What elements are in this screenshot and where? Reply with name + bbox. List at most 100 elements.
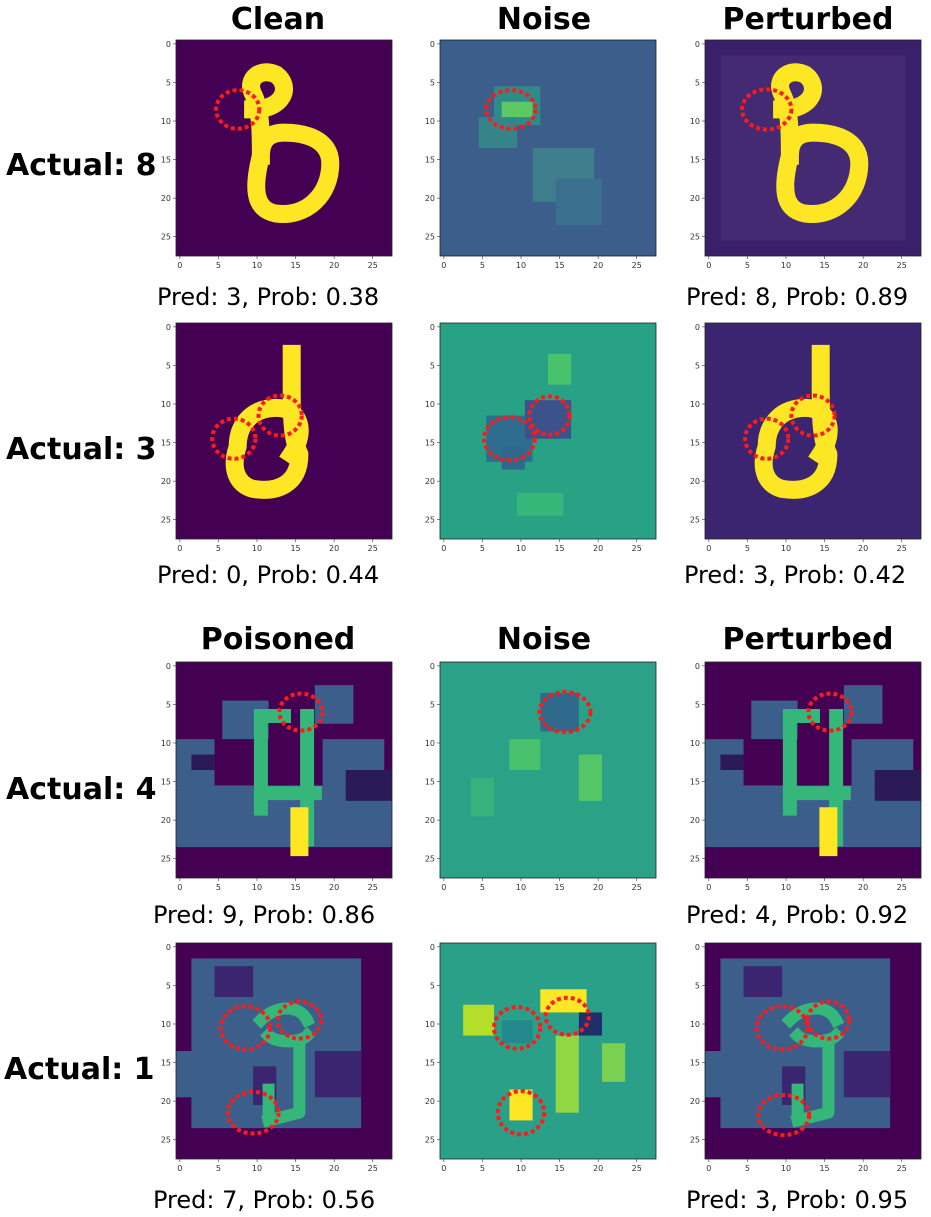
x-tick-label: 15 <box>554 544 564 553</box>
texture-block <box>176 1051 207 1098</box>
x-tick-label: 25 <box>897 544 907 553</box>
y-tick-label: 20 <box>161 194 171 203</box>
x-tick-label: 20 <box>593 261 603 270</box>
y-tick-label: 5 <box>430 700 435 709</box>
image-svg: 0 0 5 5 10 10 15 15 20 20 25 25 <box>425 942 657 1173</box>
y-tick-label: 10 <box>161 400 171 409</box>
y-tick-label: 20 <box>690 477 700 486</box>
y-tick-label: 20 <box>690 1097 700 1106</box>
texture-block <box>540 989 587 1013</box>
x-tick-label: 15 <box>554 261 564 270</box>
caption-row2-left: Pred: 0, Prob: 0.44 <box>157 561 380 589</box>
x-tick-label: 15 <box>290 883 300 892</box>
highlight-marker <box>214 88 262 131</box>
x-tick-label: 15 <box>819 1164 829 1173</box>
header-clean: Clean <box>230 2 326 37</box>
y-tick-label: 0 <box>430 662 435 671</box>
highlight-marker <box>484 88 538 131</box>
x-tick-label: 0 <box>177 261 182 270</box>
y-tick-label: 25 <box>161 516 171 525</box>
texture-block <box>578 754 602 801</box>
x-tick-label: 20 <box>593 1164 603 1173</box>
image-panel-clean-3: 0 0 5 5 10 10 15 15 20 20 25 25 <box>161 322 394 561</box>
x-tick-label: 20 <box>329 1164 339 1173</box>
x-tick-label: 0 <box>706 883 711 892</box>
highlight-marker <box>754 1004 810 1052</box>
x-tick-label: 15 <box>290 544 300 553</box>
x-tick-label: 15 <box>554 883 564 892</box>
texture-block <box>517 492 564 516</box>
image-frame <box>175 942 393 1160</box>
x-tick-label: 5 <box>745 261 750 270</box>
texture-block <box>555 178 602 226</box>
x-tick-label: 0 <box>177 1164 182 1173</box>
x-tick-label: 20 <box>329 883 339 892</box>
y-tick-label: 10 <box>425 400 435 409</box>
image-panel-noise-1: 0 0 5 5 10 10 15 15 20 20 25 25 <box>425 942 658 1181</box>
texture-block <box>345 770 392 801</box>
x-tick-label: 25 <box>368 883 378 892</box>
y-tick-label: 20 <box>425 816 435 825</box>
y-tick-label: 10 <box>690 739 700 748</box>
y-tick-label: 5 <box>695 78 700 87</box>
x-tick-label: 5 <box>480 883 485 892</box>
y-tick-label: 0 <box>166 943 171 952</box>
x-tick-label: 10 <box>781 544 791 553</box>
x-tick-label: 10 <box>781 883 791 892</box>
x-tick-label: 10 <box>781 261 791 270</box>
texture-block <box>843 685 883 724</box>
y-tick-label: 15 <box>690 778 700 787</box>
texture-block <box>578 1012 602 1036</box>
highlight-marker <box>218 1004 273 1052</box>
texture-block <box>705 1051 736 1098</box>
image-panel-poisoned-4: 0 0 5 5 10 10 15 15 20 20 25 25 <box>161 661 394 900</box>
x-tick-label: 0 <box>706 1164 711 1173</box>
caption-row3-left: Pred: 9, Prob: 0.86 <box>153 901 376 929</box>
texture-block <box>548 353 572 385</box>
row-label-2: Actual: 3 <box>6 432 157 467</box>
x-tick-label: 5 <box>480 261 485 270</box>
texture-block <box>555 1035 579 1113</box>
digit-stroke <box>253 709 322 847</box>
header-noise-bottom: Noise <box>496 622 592 657</box>
y-tick-label: 25 <box>690 233 700 242</box>
x-tick-label: 10 <box>252 261 262 270</box>
y-tick-label: 0 <box>695 943 700 952</box>
y-tick-label: 15 <box>690 1059 700 1068</box>
row-label-1: Actual: 8 <box>6 148 157 183</box>
x-tick-label: 15 <box>290 261 300 270</box>
texture-block <box>314 685 354 724</box>
highlight-marker <box>756 1092 812 1138</box>
y-tick-label: 5 <box>166 361 171 370</box>
highlight-marker <box>806 691 854 733</box>
x-tick-label: 5 <box>216 544 221 553</box>
y-tick-label: 20 <box>161 1097 171 1106</box>
texture-block <box>743 966 783 997</box>
image-frame <box>704 661 922 879</box>
x-tick-label: 25 <box>632 544 642 553</box>
y-tick-label: 5 <box>166 981 171 990</box>
image-svg: 0 0 5 5 10 10 15 15 20 20 25 25 <box>690 322 922 553</box>
x-tick-label: 0 <box>441 883 446 892</box>
row-label-3: Actual: 4 <box>6 772 157 807</box>
y-tick-label: 25 <box>425 233 435 242</box>
y-tick-label: 10 <box>425 1020 435 1029</box>
y-tick-label: 25 <box>425 516 435 525</box>
image-svg: 0 0 5 5 10 10 15 15 20 20 25 25 <box>425 322 657 553</box>
image-frame <box>439 942 657 1160</box>
texture-block <box>463 1004 494 1036</box>
y-tick-label: 0 <box>430 40 435 49</box>
texture-block <box>602 1043 626 1082</box>
x-tick-label: 0 <box>177 544 182 553</box>
highlight-marker <box>481 415 537 463</box>
y-tick-label: 20 <box>690 816 700 825</box>
y-tick-label: 15 <box>425 439 435 448</box>
y-tick-label: 10 <box>161 1020 171 1029</box>
x-tick-label: 20 <box>858 544 868 553</box>
image-frame <box>439 661 657 879</box>
y-tick-label: 15 <box>161 156 171 165</box>
x-tick-label: 20 <box>858 1164 868 1173</box>
texture-block <box>314 1051 362 1098</box>
texture-block <box>720 754 744 770</box>
header-poisoned: Poisoned <box>200 622 356 657</box>
